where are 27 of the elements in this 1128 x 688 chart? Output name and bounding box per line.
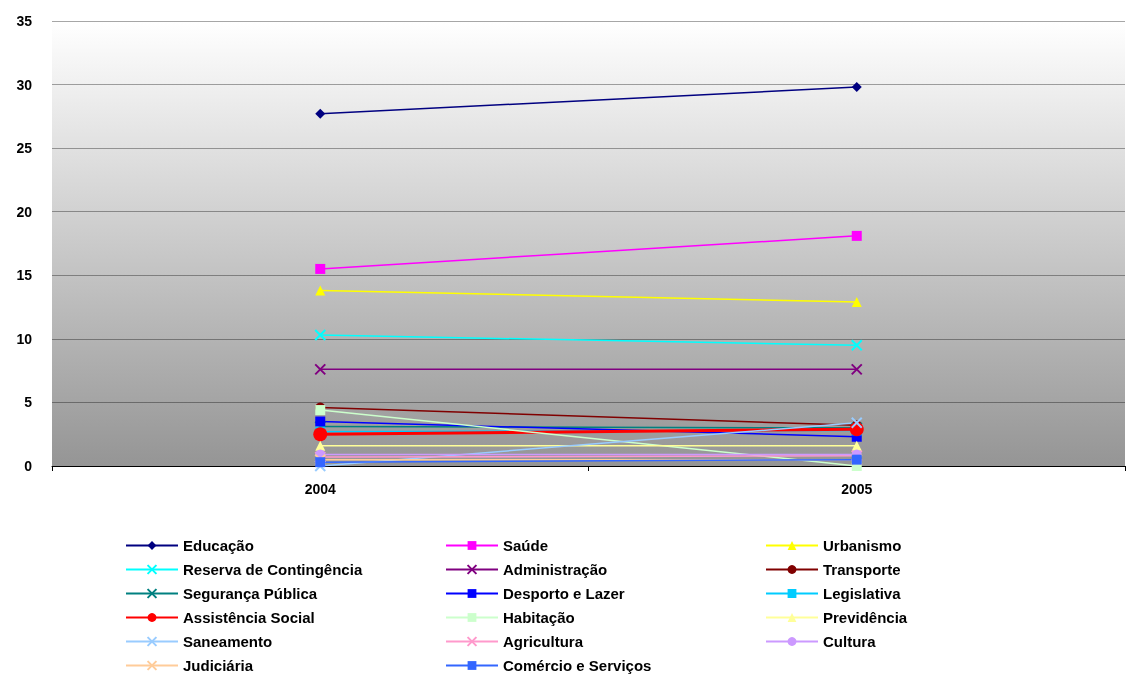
legend-label: Saúde (503, 537, 549, 554)
legend-label: Saneamento (183, 633, 273, 650)
y-tick-label: 35 (16, 13, 33, 29)
y-tick-label: 15 (16, 267, 33, 284)
legend-label: Previdência (823, 609, 908, 626)
legend-label: Segurança Pública (183, 585, 318, 602)
legend-label: Legislativa (823, 585, 902, 602)
legend-label: Assistência Social (183, 609, 315, 626)
y-tick-label: 10 (16, 330, 33, 347)
legend-label: Cultura (823, 633, 877, 650)
legend-label: Habitação (503, 609, 575, 626)
legend-label: Agricultura (503, 633, 584, 650)
y-tick-label: 5 (24, 394, 33, 411)
y-tick-label: 25 (16, 140, 33, 157)
legend-label: Urbanismo (823, 537, 902, 554)
legend-label: Desporto e Lazer (503, 585, 625, 602)
legend-label: Educação (183, 537, 254, 554)
x-tick-label: 2004 (304, 481, 337, 497)
legend-label: Transporte (823, 561, 901, 578)
y-tick-label: 30 (16, 76, 33, 93)
y-tick-label: 20 (16, 203, 33, 220)
y-tick-label: 0 (24, 458, 33, 474)
legend-label: Comércio e Serviços (503, 657, 652, 674)
legend-label: Judiciária (183, 657, 254, 674)
legend-label: Reserva de Contingência (183, 561, 363, 578)
legend-label: Administração (503, 561, 608, 578)
x-tick-label: 2005 (841, 481, 873, 497)
